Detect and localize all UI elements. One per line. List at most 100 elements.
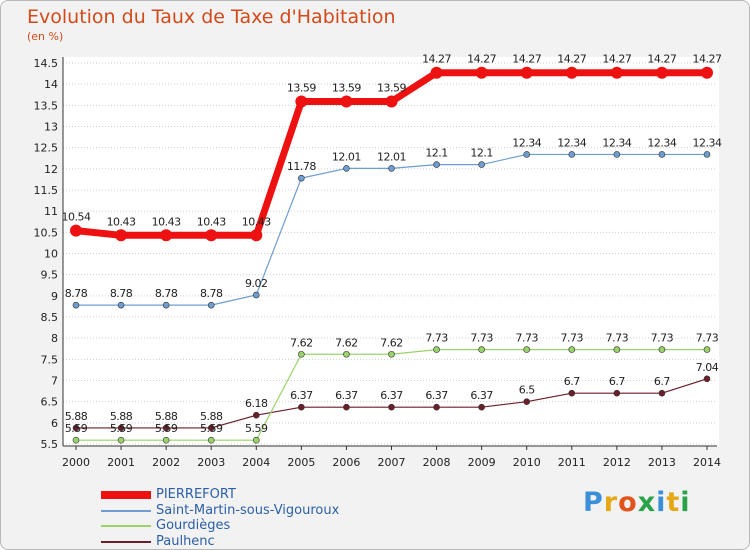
data-label: 5.59: [110, 422, 133, 435]
data-point: [162, 301, 170, 309]
data-point: [72, 301, 80, 309]
data-label: 7.62: [380, 336, 403, 349]
legend-label: Paulhenc: [156, 533, 215, 549]
y-tick-label: 9.5: [41, 269, 59, 282]
data-point: [207, 424, 215, 432]
data-label: 10.43: [197, 215, 226, 228]
legend-swatch: [101, 540, 151, 543]
data-label: 14.27: [602, 53, 631, 66]
logo-letter: P: [583, 487, 604, 518]
data-point: [703, 346, 711, 353]
data-point: [433, 161, 440, 168]
logo-letter: i: [656, 487, 667, 518]
data-point: [475, 66, 488, 79]
data-point: [385, 95, 398, 108]
data-label: 7.62: [290, 336, 313, 349]
data-point: [430, 66, 443, 79]
data-point: [658, 346, 666, 353]
data-point: [701, 66, 713, 79]
data-label: 14.27: [512, 53, 541, 66]
data-label: 7.73: [515, 332, 538, 345]
data-point: [655, 66, 668, 79]
data-point: [478, 346, 485, 353]
data-point: [613, 389, 621, 397]
x-tick-label: 2010: [513, 456, 541, 469]
data-point: [162, 424, 170, 432]
data-label: 6.37: [470, 389, 493, 402]
x-tick-label: 2006: [332, 456, 360, 469]
data-point: [520, 66, 533, 79]
data-label: 14.27: [557, 53, 586, 66]
x-tick-label: 2009: [468, 456, 496, 469]
data-point: [117, 436, 125, 444]
data-point: [433, 346, 440, 353]
x-tick-label: 2011: [558, 456, 586, 469]
data-label: 5.88: [110, 410, 133, 423]
chart-unit-label: (en %): [27, 30, 64, 43]
data-label: 10.54: [62, 211, 91, 224]
data-point: [610, 66, 623, 79]
data-label: 14.27: [422, 53, 451, 66]
y-tick-label: 8: [51, 332, 58, 345]
logo-letter: o: [618, 487, 638, 518]
data-label: 6.5: [519, 384, 535, 397]
data-point: [478, 403, 485, 411]
data-point: [343, 165, 350, 172]
data-label: 11.78: [287, 160, 316, 173]
chart-title: Evolution du Taux de Taxe d'Habitation: [27, 6, 396, 28]
data-label: 8.78: [110, 287, 133, 300]
y-tick-label: 6.5: [41, 396, 59, 409]
data-point: [343, 350, 350, 358]
data-point: [478, 161, 485, 168]
data-point: [703, 375, 711, 383]
data-point: [295, 95, 308, 108]
data-point: [207, 436, 215, 444]
data-point: [343, 403, 350, 411]
data-label: 7.62: [335, 336, 358, 349]
x-tick-label: 2000: [62, 456, 90, 469]
x-tick-label: 2012: [603, 456, 631, 469]
data-label: 8.78: [155, 287, 178, 300]
data-label: 6.7: [654, 375, 670, 388]
data-point: [250, 229, 263, 242]
data-label: 12.34: [693, 136, 722, 149]
data-label: 5.59: [200, 422, 223, 435]
data-label: 6.37: [425, 389, 448, 402]
y-tick-label: 8.5: [41, 311, 59, 324]
data-point: [388, 350, 395, 358]
data-point: [613, 151, 621, 158]
data-label: 6.18: [245, 397, 268, 410]
data-label: 7.73: [696, 332, 719, 345]
data-label: 12.01: [332, 150, 361, 163]
data-point: [613, 346, 621, 353]
data-point: [252, 436, 260, 444]
x-tick-label: 2014: [693, 456, 721, 469]
data-label: 5.88: [155, 410, 178, 423]
data-point: [162, 436, 170, 444]
data-label: 9.02: [245, 277, 268, 290]
x-tick-label: 2002: [152, 456, 180, 469]
x-tick-label: 2005: [287, 456, 315, 469]
data-point: [115, 229, 128, 242]
legend-swatch: [101, 509, 151, 512]
data-label: 12.01: [377, 150, 406, 163]
logo-letter: t: [666, 487, 681, 518]
data-label: 5.59: [245, 422, 268, 435]
logo-letter: r: [603, 487, 619, 518]
data-label: 13.59: [332, 82, 361, 95]
x-tick-label: 2001: [107, 456, 135, 469]
x-tick-label: 2003: [197, 456, 225, 469]
data-label: 7.73: [470, 332, 493, 345]
data-point: [568, 389, 576, 397]
y-tick-label: 13.5: [34, 99, 59, 112]
data-point: [433, 403, 440, 411]
data-label: 7.73: [606, 332, 629, 345]
data-label: 12.34: [602, 136, 631, 149]
data-label: 12.1: [425, 147, 448, 160]
data-label: 14.27: [693, 53, 722, 66]
data-label: 5.59: [65, 422, 88, 435]
data-point: [658, 151, 666, 158]
data-point: [252, 411, 260, 419]
y-tick-label: 5.5: [41, 438, 59, 451]
